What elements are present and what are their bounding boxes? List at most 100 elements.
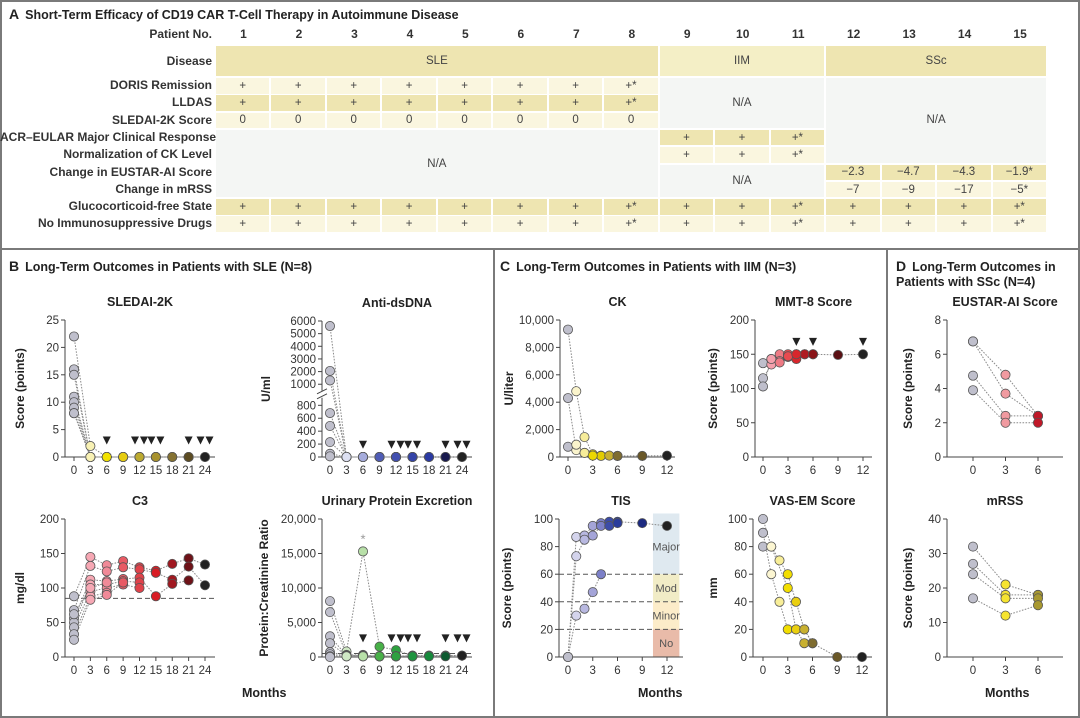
y-tick-label: 5000	[290, 329, 316, 341]
patient-trajectory	[972, 546, 1039, 596]
y-tick-label: 0	[743, 452, 749, 464]
data-point	[579, 432, 590, 443]
table-cell: +	[715, 216, 769, 232]
row-label: ACR–EULAR Major Clinical Response	[0, 129, 217, 144]
data-point	[832, 652, 843, 663]
y-tick-label: 3000	[290, 354, 316, 366]
data-point	[69, 609, 80, 620]
table-cell: +	[437, 199, 492, 215]
x-tick-label: 9	[834, 665, 840, 677]
data-point	[183, 451, 194, 462]
x-tick-label: 6	[614, 465, 620, 477]
data-point	[324, 420, 335, 431]
end-of-followup-triangle-icon	[462, 634, 471, 643]
data-point	[390, 451, 401, 462]
data-point	[799, 638, 810, 649]
patient-number: 13	[902, 27, 916, 41]
patient-number: 4	[406, 27, 414, 41]
efficacy-table: Patient No. 1 2 3 4 5 6 7 8 9 10 11 12 13 14 15 Disease S…	[0, 0, 1080, 248]
data-point	[324, 607, 335, 618]
y-tick-label: 8	[935, 315, 941, 327]
y-tick-label: 6	[935, 349, 941, 361]
x-tick-label: 15	[149, 665, 162, 677]
patient-trajectory	[73, 584, 140, 628]
x-tick-label: 9	[639, 465, 645, 477]
row-label: Normalization of CK Level	[63, 147, 212, 162]
data-point	[596, 520, 607, 531]
data-point	[1000, 369, 1011, 380]
panel-d-title: D Long-Term Outcomes in Patients with SSc…	[896, 259, 1056, 290]
table-cell: +	[271, 199, 325, 215]
patient-number-header: Patient No.	[149, 27, 212, 41]
data-point	[118, 451, 129, 462]
data-point	[571, 439, 582, 450]
end-of-followup-triangle-icon	[102, 436, 111, 445]
panel-a-title-text: Short-Term Efficacy of CD19 CAR T-Cell T…	[25, 8, 459, 22]
end-of-followup-triangle-icon	[462, 440, 471, 449]
patient-number: 15	[1013, 27, 1027, 41]
disease-cell: IIM	[659, 46, 825, 76]
x-tick-label: 3	[343, 465, 349, 477]
data-point	[968, 541, 979, 552]
data-point	[69, 369, 80, 380]
row-label: Change in EUSTAR-AI Score	[49, 164, 212, 179]
data-point	[766, 541, 777, 552]
table-cell: +*	[604, 216, 658, 232]
data-point	[579, 447, 590, 458]
patient-trajectory	[329, 412, 413, 458]
data-point	[766, 354, 777, 365]
table-cell: 0	[604, 112, 658, 129]
x-tick-label: 0	[327, 465, 333, 477]
data-point	[1000, 579, 1011, 590]
y-tick-label: 4000	[290, 341, 316, 353]
y-tick-label: 100	[534, 514, 553, 526]
response-band-label: Major	[652, 542, 680, 554]
end-of-followup-triangle-icon	[441, 634, 450, 643]
data-point	[563, 393, 574, 404]
data-point	[612, 518, 623, 529]
data-point	[390, 651, 401, 662]
y-tick-label: 2	[935, 418, 941, 430]
data-point	[758, 527, 769, 538]
table-cell: +	[437, 78, 492, 94]
panel-d-xlabel: Months	[985, 686, 1030, 700]
data-point	[637, 518, 648, 529]
data-point	[587, 520, 598, 531]
table-cell: 0	[493, 112, 547, 129]
panel-letter: A	[9, 6, 20, 22]
table-cell: +	[326, 216, 381, 232]
data-point	[324, 408, 335, 419]
table-cell: +	[659, 129, 714, 146]
chart-ck: 0 2,000 4,000 6,000 8,000 10,000 0 3 6 9 12 CK U/lit…	[502, 295, 675, 477]
chart-tis: Major Mod Minor No 0 20 40 60 80 100 0 3 6 9 12 TIS Scor…	[500, 494, 683, 677]
patient-trajectory	[73, 556, 206, 597]
table-cell: +*	[604, 95, 658, 111]
x-tick-label: 21	[439, 665, 452, 677]
y-tick-label: 25	[46, 315, 59, 327]
y-tick-label: 800	[297, 400, 316, 412]
chart-title: SLEDAI-2K	[107, 295, 173, 309]
x-tick-label: 0	[71, 665, 77, 677]
y-tick-label: 60	[540, 569, 553, 581]
end-of-followup-triangle-icon	[453, 440, 462, 449]
x-tick-label: 3	[1002, 665, 1008, 677]
data-point	[774, 555, 785, 566]
chart-title: Urinary Protein Excretion	[322, 494, 473, 508]
table-cell: +	[715, 147, 769, 163]
y-tick-label: 0	[310, 452, 316, 464]
end-of-followup-triangle-icon	[396, 634, 405, 643]
x-tick-label: 15	[406, 465, 419, 477]
data-point	[150, 451, 161, 462]
x-tick-label: 6	[810, 465, 816, 477]
data-point	[968, 569, 979, 580]
y-axis-label: Protein:Creatinine Ratio	[257, 519, 271, 656]
table-cell: +*	[604, 78, 658, 94]
patient-number: 1	[240, 27, 247, 41]
end-of-followup-triangle-icon	[205, 436, 214, 445]
table-cell: −7	[826, 181, 880, 198]
y-axis-label: mm	[706, 577, 720, 598]
axis-break-mark	[316, 388, 328, 395]
data-point	[563, 652, 574, 663]
